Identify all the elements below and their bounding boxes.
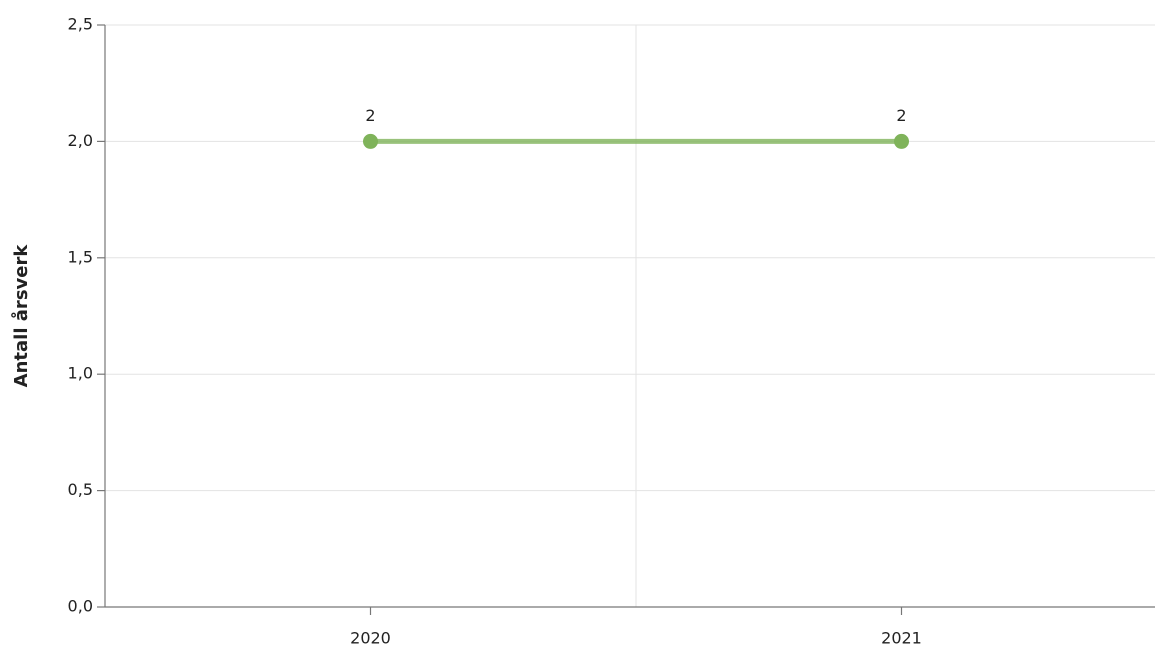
x-tick-label: 2021 bbox=[881, 629, 922, 648]
point bbox=[894, 133, 909, 149]
x-tick-label: 2020 bbox=[350, 629, 391, 648]
data-label: 2 bbox=[896, 106, 906, 125]
y-tick-label: 2,5 bbox=[68, 15, 93, 34]
y-axis-label: Antall årsverk bbox=[10, 244, 32, 388]
point bbox=[363, 133, 378, 149]
y-tick-label: 0,0 bbox=[68, 597, 93, 616]
y-tick-label: 2,0 bbox=[68, 131, 93, 150]
y-tick-label: 1,5 bbox=[68, 247, 93, 266]
y-tick-label: 1,0 bbox=[68, 364, 93, 383]
data-label: 2 bbox=[365, 106, 375, 125]
y-tick-label: 0,5 bbox=[68, 480, 93, 499]
